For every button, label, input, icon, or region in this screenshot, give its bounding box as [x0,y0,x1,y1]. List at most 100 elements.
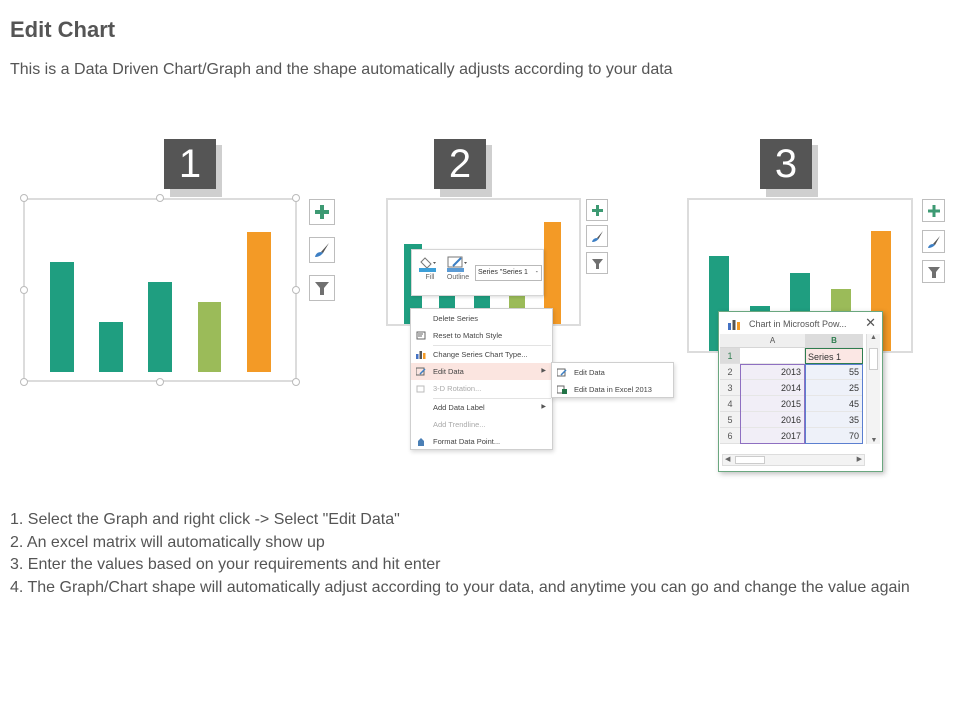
chart-1[interactable] [23,198,297,382]
instruction-list: 1. Select the Graph and right click -> S… [10,509,950,599]
chart-elements-button[interactable] [922,199,945,222]
paintbrush-icon [591,230,603,242]
select-all-corner[interactable] [720,334,740,348]
bar-2017[interactable] [247,232,271,372]
step-number: 2 [434,139,486,189]
outline-pen-icon [447,256,467,272]
row-header[interactable]: 5 [720,412,740,428]
chart-styles-button[interactable] [309,237,335,263]
step-badge-2: 2 [434,139,492,197]
scrollbar-thumb[interactable] [869,348,878,370]
chevron-down-icon: - [535,269,538,276]
resize-handle[interactable] [156,378,164,386]
bar-2016[interactable] [198,302,221,372]
menu-item-add-data-label[interactable]: Add Data Label ▶ [411,399,552,416]
plus-icon [927,204,940,217]
close-icon[interactable]: ✕ [865,315,876,330]
chart-app-icon [728,320,740,330]
scrollbar-thumb[interactable] [735,456,765,464]
paint-bucket-icon [419,257,436,272]
column-header-b[interactable]: B [805,334,863,348]
fill-button[interactable]: Fill [418,256,442,281]
scroll-down-icon[interactable]: ▼ [870,437,878,444]
edit-data-icon [416,367,426,376]
page-subtitle: This is a Data Driven Chart/Graph and th… [10,61,673,78]
excel-window-title: Chart in Microsoft Pow... [749,319,847,329]
excel-data-window: Chart in Microsoft Pow... ✕ A B 1 Series… [718,311,883,472]
chart-filters-button[interactable] [309,275,335,301]
menu-item-reset-style[interactable]: Reset to Match Style [411,327,552,344]
resize-handle[interactable] [292,194,300,202]
bar-2015[interactable] [148,282,172,372]
plus-icon [591,204,603,216]
horizontal-scrollbar[interactable]: ◀ ▶ [722,454,865,466]
excel-icon [557,385,567,394]
chart-elements-button[interactable] [586,199,608,221]
resize-handle[interactable] [292,286,300,294]
fill-label: Fill [425,274,435,281]
filter-icon [927,266,940,278]
chart-elements-button[interactable] [309,199,335,225]
paintbrush-icon [315,243,329,257]
scroll-up-icon[interactable]: ▲ [870,334,877,341]
resize-handle[interactable] [20,286,28,294]
menu-item-add-trendline: Add Trendline... [433,420,486,429]
cube-icon [416,385,425,393]
menu-item-format-data-point[interactable]: Format Data Point... [411,433,552,450]
cell-a1[interactable] [740,348,805,364]
row-header[interactable]: 1 [720,348,740,364]
instruction-step: 1. Select the Graph and right click -> S… [10,511,400,528]
resize-handle[interactable] [20,194,28,202]
step-badge-1: 1 [164,139,222,197]
edit-data-submenu: Edit Data Edit Data in Excel 2013 [551,362,674,398]
bar-2013[interactable] [50,262,74,372]
chart-styles-button[interactable] [586,225,608,247]
page-title: Edit Chart [10,17,116,42]
outline-button[interactable]: Outline [444,256,472,281]
chart-filters-button[interactable] [922,260,945,283]
range-highlight-values [805,364,863,444]
chart-styles-button[interactable] [922,230,945,253]
paintbrush-icon [927,235,940,248]
column-header-a[interactable]: A [740,334,805,348]
menu-item-delete-series[interactable]: Delete Series [433,314,479,323]
instruction-step: 2. An excel matrix will automatically sh… [10,533,325,551]
plus-icon [315,205,329,219]
menu-item-3d-rotation: 3-D Rotation... [411,380,552,397]
resize-handle[interactable] [20,378,28,386]
bar-chart-icon [416,351,426,359]
resize-handle[interactable] [156,194,164,202]
submenu-arrow-icon: ▶ [541,404,546,410]
menu-item-edit-data[interactable]: Edit Data ▶ [411,363,552,380]
instruction-step: 3. Enter the values based on your requir… [10,556,441,573]
row-header[interactable]: 2 [720,364,740,380]
scroll-left-icon[interactable]: ◀ [725,456,731,463]
format-icon [418,438,424,446]
context-menu: Delete Series Reset to Match Style Chang… [410,308,553,450]
series-select-value: Series "Series 1 [478,269,528,276]
filter-icon [315,282,329,295]
bar-2014[interactable] [99,322,123,372]
reset-style-icon [416,331,426,340]
menu-item-change-chart-type[interactable]: Change Series Chart Type... [411,346,552,363]
step-number: 1 [164,139,216,189]
bar-2017[interactable] [544,222,561,324]
submenu-arrow-icon: ▶ [541,368,546,374]
row-header[interactable]: 3 [720,380,740,396]
scroll-right-icon[interactable]: ▶ [856,456,862,463]
cell-b1[interactable]: Series 1 [805,348,863,364]
format-mini-toolbar: Fill Outline Series "Series 1 - [411,249,544,296]
submenu-item-edit-in-excel[interactable]: Edit Data in Excel 2013 [552,381,652,398]
row-header[interactable]: 6 [720,428,740,444]
edit-data-icon [557,368,567,377]
step-number: 3 [760,139,812,189]
submenu-item-edit-data[interactable]: Edit Data [552,364,605,381]
series-select[interactable]: Series "Series 1 - [475,265,542,281]
resize-handle[interactable] [292,378,300,386]
chart-filters-button[interactable] [586,252,608,274]
range-highlight-categories [740,364,805,444]
row-header[interactable]: 4 [720,396,740,412]
vertical-scrollbar[interactable]: ▲ ▼ [866,334,880,444]
filter-icon [591,258,603,269]
step-badge-3: 3 [760,139,818,197]
